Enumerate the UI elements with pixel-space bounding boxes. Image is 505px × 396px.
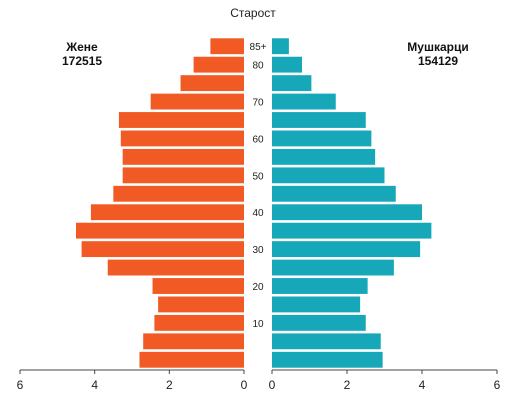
male-bars	[272, 38, 432, 368]
male-bar-75-79	[272, 75, 312, 92]
male-bar-5-9	[272, 333, 381, 350]
male-bar-45-49	[272, 185, 396, 202]
male-bar-0-4	[272, 351, 383, 368]
female-bar-55-59	[122, 148, 244, 165]
female-bar-65-69	[118, 112, 244, 128]
x-tick-label-female: 6	[17, 378, 24, 392]
female-bar-40-44	[90, 204, 244, 221]
female-bar-30-34	[81, 241, 244, 258]
male-bar-80-84	[272, 56, 302, 73]
male-bar-60-64	[272, 130, 372, 147]
age-axis-labels: 10 20 30 40 50 60 70 80 85+	[250, 42, 267, 330]
age-label-70: 70	[252, 98, 264, 109]
x-tick-label-female: 2	[166, 378, 173, 392]
chart-title: Старост	[230, 6, 276, 20]
male-bar-10-14	[272, 314, 366, 331]
x-tick-label-male: 2	[344, 378, 351, 392]
female-bar-20-24	[152, 278, 244, 294]
legend-female-total: 172515	[62, 54, 102, 68]
female-bar-25-29	[107, 259, 244, 276]
female-bar-80-84	[193, 56, 244, 73]
x-tick-label-female: 0	[241, 378, 248, 392]
age-label-40: 40	[252, 208, 264, 219]
legend-male: Мушкарци 154129	[407, 40, 468, 68]
male-bar-70-74	[272, 93, 336, 110]
age-label-80: 80	[252, 61, 264, 72]
age-label-50: 50	[252, 171, 264, 182]
female-bar-35-39	[76, 222, 244, 239]
male-bar-85+	[272, 38, 289, 55]
legend-female-name: Жене	[65, 40, 98, 54]
female-bar-0-4	[139, 351, 244, 368]
male-bar-20-24	[272, 278, 368, 294]
female-bar-10-14	[154, 314, 244, 331]
age-label-10: 10	[252, 319, 264, 330]
female-bars	[76, 38, 244, 368]
age-label-30: 30	[252, 245, 264, 256]
female-bar-50-54	[122, 167, 244, 184]
male-bar-25-29	[272, 259, 394, 276]
legend-male-name: Мушкарци	[407, 40, 468, 54]
x-axis-female: 6 4 2 0	[17, 369, 248, 392]
female-bar-15-19	[158, 296, 244, 313]
female-bar-75-79	[180, 75, 244, 92]
female-bar-85+	[210, 38, 244, 55]
female-bar-45-49	[113, 185, 244, 202]
male-bar-40-44	[272, 204, 422, 221]
age-label-60: 60	[252, 134, 264, 145]
male-bar-15-19	[272, 296, 361, 313]
male-bar-30-34	[272, 241, 421, 258]
age-label-85plus: 85+	[250, 42, 267, 53]
female-bar-60-64	[120, 130, 244, 147]
male-bar-50-54	[272, 167, 385, 184]
x-tick-label-male: 0	[269, 378, 276, 392]
age-label-20: 20	[252, 282, 264, 293]
x-tick-label-female: 4	[91, 378, 98, 392]
female-bar-5-9	[143, 333, 244, 350]
male-bar-35-39	[272, 222, 432, 239]
male-bar-55-59	[272, 148, 376, 165]
male-bar-65-69	[272, 112, 366, 128]
x-tick-label-male: 4	[419, 378, 426, 392]
legend-female: Жене 172515	[62, 40, 102, 68]
female-bar-70-74	[150, 93, 244, 110]
legend-male-total: 154129	[418, 54, 458, 68]
x-tick-label-male: 6	[494, 378, 501, 392]
x-axis-male: 0 2 4 6	[269, 369, 501, 392]
